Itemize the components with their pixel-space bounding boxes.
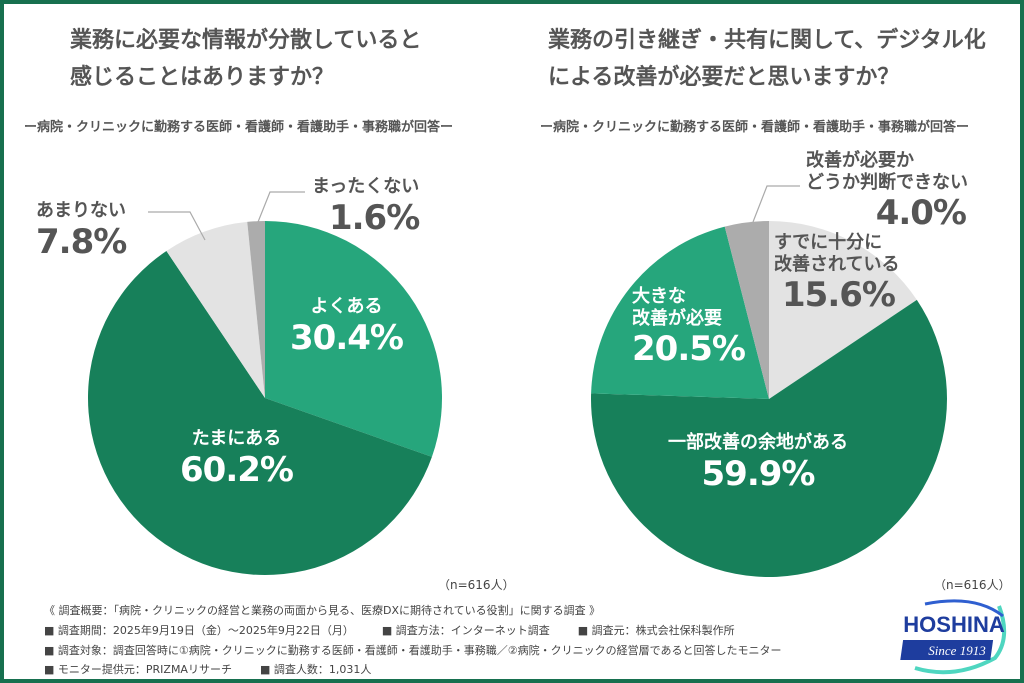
label-amarinai: あまりない 7.8% (36, 200, 127, 262)
leader-line-handan (752, 185, 800, 223)
survey-target: ■ 調査対象：調査回答時に①病院・クリニックに勤務する医師・看護師・看護助手・事… (44, 644, 782, 657)
leader-line-amarinai (148, 211, 206, 241)
label-handan: 改善が必要か どうか判断できない 4.0% (806, 150, 968, 234)
right-title-line: 業務の引き継ぎ・共有に関して、デジタル化 (548, 28, 986, 53)
label-ookina: 大きな 改善が必要 20.5% (632, 286, 746, 370)
right-title: 業務の引き継ぎ・共有に関して、デジタル化 による改善が必要だと思いますか？ (548, 22, 986, 96)
slice-value: 1.6% (328, 197, 420, 238)
pie-slice (88, 250, 432, 575)
slice-label: 改善されている (774, 253, 900, 275)
right-title-line: による改善が必要だと思いますか？ (548, 65, 900, 90)
left-title-line: 業務に必要な情報が分散していると (70, 28, 422, 53)
label-yokuaru: よくある 30.4% (290, 296, 404, 358)
label-tamaniaru: たまにある 60.2% (180, 428, 294, 490)
left-subtitle: ー病院・クリニックに勤務する医師・看護師・看護助手・事務職が回答ー (24, 120, 454, 135)
left-title: 業務に必要な情報が分散していると 感じることはありますか？ (70, 22, 421, 96)
right-subtitle: ー病院・クリニックに勤務する医師・看護師・看護助手・事務職が回答ー (540, 120, 970, 135)
footer-row-2: ■ 調査対象：調査回答時に①病院・クリニックに勤務する医師・看護師・看護助手・事… (44, 642, 810, 658)
footer-row-3: ■ モニター提供元：PRIZMAリサーチ ■ 調査人数：1,031人 (44, 661, 399, 677)
pie-slice (265, 221, 442, 457)
slice-value: 59.9% (701, 453, 816, 494)
slice-label: たまにある (191, 428, 282, 449)
slice-label: あまりない (36, 200, 126, 221)
pie-slice (591, 226, 769, 399)
pie-right (591, 221, 947, 577)
pie-slice (247, 221, 265, 398)
footer-row-1: ■ 調査期間：2025年9月19日（金）〜2025年9月22日（月） ■ 調査方法… (44, 622, 763, 638)
survey-provider: ■ モニター提供元：PRIZMAリサーチ (44, 663, 232, 676)
slice-label: 改善が必要 (632, 307, 722, 329)
slice-value: 30.4% (290, 317, 404, 358)
hoshina-logo: HOSHINA Since 1913 (900, 599, 1007, 675)
left-title-line: 感じることはありますか？ (70, 65, 335, 90)
slice-label: どうか判断できない (806, 171, 968, 193)
right-sample-size: （n=616人） (934, 578, 1011, 592)
footer-overview: 《 調査概要：「病院・クリニックの経営と業務の両面から見る、医療DXに期待されて… (44, 602, 628, 618)
survey-period: ■ 調査期間：2025年9月19日（金）〜2025年9月22日（月） (44, 624, 354, 637)
slice-value: 7.8% (36, 221, 127, 262)
survey-org: ■ 調査元：株式会社保科製作所 (577, 624, 735, 637)
slice-label: よくある (310, 296, 383, 317)
label-sudeni: すでに十分に 改善されている 15.6% (774, 232, 899, 316)
slice-label: 大きな (632, 286, 686, 307)
pie-slice (591, 299, 947, 577)
leader-line-mattakunai (257, 191, 305, 223)
survey-overview: 《 調査概要：「病院・クリニックの経営と業務の両面から見る、医療DXに期待されて… (44, 604, 601, 617)
slice-label: 改善が必要か (806, 150, 914, 171)
survey-method: ■ 調査方法：インターネット調査 (381, 624, 550, 637)
slice-label: すでに十分に (774, 232, 883, 253)
svg-text:HOSHINA: HOSHINA (903, 612, 1005, 637)
left-sample-size: （n=616人） (438, 578, 515, 592)
pie-slice (166, 221, 265, 398)
slice-value: 60.2% (180, 449, 294, 490)
pie-slice (724, 221, 769, 399)
slice-value: 15.6% (782, 275, 896, 316)
slice-value: 20.5% (632, 329, 746, 370)
slice-label: まったくない (312, 176, 420, 197)
pie-slice (769, 221, 917, 399)
slice-label: 一部改善の余地がある (668, 432, 848, 453)
svg-text:Since 1913: Since 1913 (928, 643, 986, 658)
label-mattakunai: まったくない 1.6% (312, 176, 420, 238)
slice-value: 4.0% (875, 193, 967, 234)
survey-count: ■ 調査人数：1,031人 (259, 663, 372, 676)
pie-left (88, 221, 442, 575)
label-ichibu: 一部改善の余地がある 59.9% (668, 432, 848, 494)
